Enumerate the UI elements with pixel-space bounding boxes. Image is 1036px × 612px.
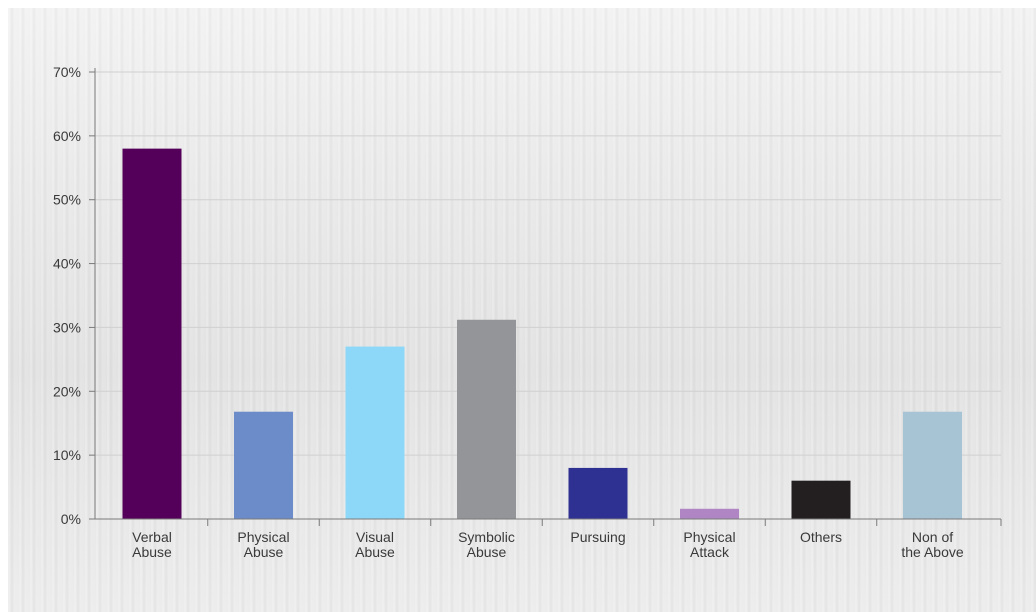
bars [122,148,962,519]
x-category-label: Non of the Above [901,529,963,560]
y-tick-label: 60% [53,128,81,144]
x-category-label: Others [800,529,842,545]
y-tick-labels: 0% 10% 20% 30% 40% 50% 60% 70% [53,64,81,527]
bar [345,346,405,519]
x-category-label: Physical Abuse [237,529,289,560]
x-category-labels: Verbal Abuse Physical Abuse Visual Abuse Symbo… [132,529,964,560]
y-tick-label: 70% [53,64,81,80]
y-tick-label: 40% [53,256,81,272]
x-category-label: Physical Attack [683,529,735,560]
x-category-label: Visual Abuse [355,529,395,560]
chart-background: 0% 10% 20% 30% 40% 50% 60% 70% Verbal Abuse Physi… [8,8,1036,612]
bar-chart: 0% 10% 20% 30% 40% 50% 60% 70% Verbal Abuse Physi… [53,64,1002,560]
bar [903,411,962,519]
gridlines [95,71,1001,456]
bar [791,480,851,519]
bar [457,319,516,519]
y-tick-label: 20% [53,383,81,399]
x-category-label: Symbolic Abuse [458,529,515,560]
bar [122,148,182,519]
x-category-label: Pursuing [570,529,625,545]
y-tick-label: 10% [53,447,81,463]
y-tick-label: 50% [53,192,81,208]
y-tick-label: 0% [61,511,81,527]
axes [89,68,1002,526]
bar [680,508,739,519]
y-tick-label: 30% [53,319,81,335]
x-category-label: Verbal Abuse [132,529,172,560]
bar [234,411,293,519]
bar [568,467,628,519]
